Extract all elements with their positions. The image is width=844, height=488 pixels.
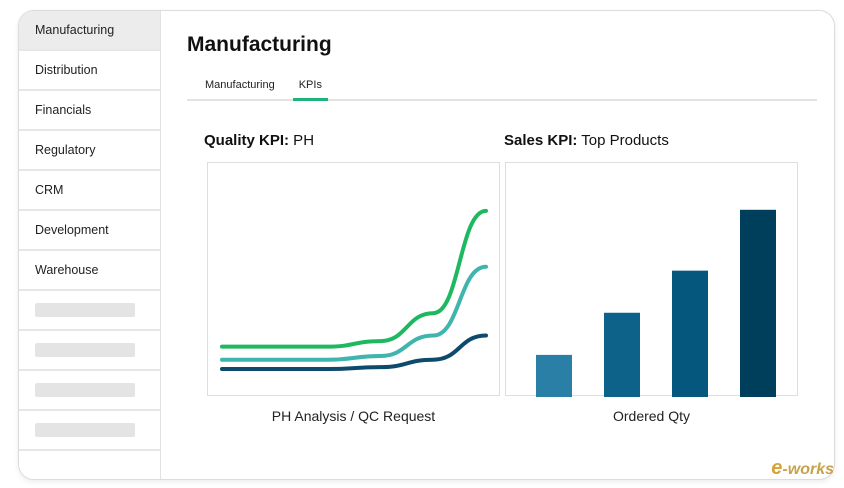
placeholder-bar <box>35 423 135 437</box>
bar-0 <box>536 354 572 397</box>
sidebar-item-financials[interactable]: Financials <box>19 91 160 131</box>
bar-chart <box>536 209 776 397</box>
line-series-1 <box>220 264 488 362</box>
sidebar-item-development[interactable]: Development <box>19 211 160 251</box>
sidebar-placeholder <box>19 411 160 451</box>
quality-kpi-title: Quality KPI: PH <box>204 132 314 149</box>
sidebar-item-warehouse[interactable]: Warehouse <box>19 251 160 291</box>
quality-kpi-title-rest: PH <box>289 132 315 149</box>
sidebar-placeholder <box>19 371 160 411</box>
line-series-0 <box>220 208 488 349</box>
placeholder-bar <box>35 343 135 357</box>
main-content: Manufacturing Manufacturing KPIs Quality… <box>161 11 834 479</box>
bar-3 <box>740 209 776 397</box>
sidebar-item-distribution[interactable]: Distribution <box>19 51 160 91</box>
tab-manufacturing[interactable]: Manufacturing <box>205 79 275 91</box>
tab-kpis[interactable]: KPIs <box>281 75 329 101</box>
quality-kpi-chart <box>207 162 500 396</box>
sidebar-placeholder <box>19 331 160 371</box>
sidebar-placeholder <box>19 291 160 331</box>
sales-kpi-caption: Ordered Qty <box>612 408 691 424</box>
sidebar-item-regulatory[interactable]: Regulatory <box>19 131 160 171</box>
eworks-logo: e-works <box>771 457 834 479</box>
sales-kpi-title-bold: Sales KPI: <box>504 132 578 149</box>
placeholder-bar <box>35 383 135 397</box>
sidebar: Manufacturing Distribution Financials Regul… <box>19 11 161 479</box>
quality-kpi-title-bold: Quality KPI: <box>204 132 290 149</box>
page-title: Manufacturing <box>187 33 332 56</box>
quality-kpi-caption: PH Analysis / QC Request <box>271 408 436 424</box>
tab-bar: Manufacturing KPIs <box>187 75 817 101</box>
app-window: Manufacturing Distribution Financials Regul… <box>18 10 835 480</box>
line-chart <box>220 208 488 371</box>
sales-kpi-title-rest: Top Products <box>577 132 669 149</box>
bar-2 <box>672 270 708 397</box>
sales-kpi-title: Sales KPI: Top Products <box>504 132 669 149</box>
placeholder-bar <box>35 303 135 317</box>
sidebar-item-manufacturing[interactable]: Manufacturing <box>19 11 160 51</box>
line-series-2 <box>220 333 488 371</box>
sidebar-item-crm[interactable]: CRM <box>19 171 160 211</box>
sales-kpi-chart <box>505 162 798 397</box>
bar-1 <box>604 312 640 397</box>
